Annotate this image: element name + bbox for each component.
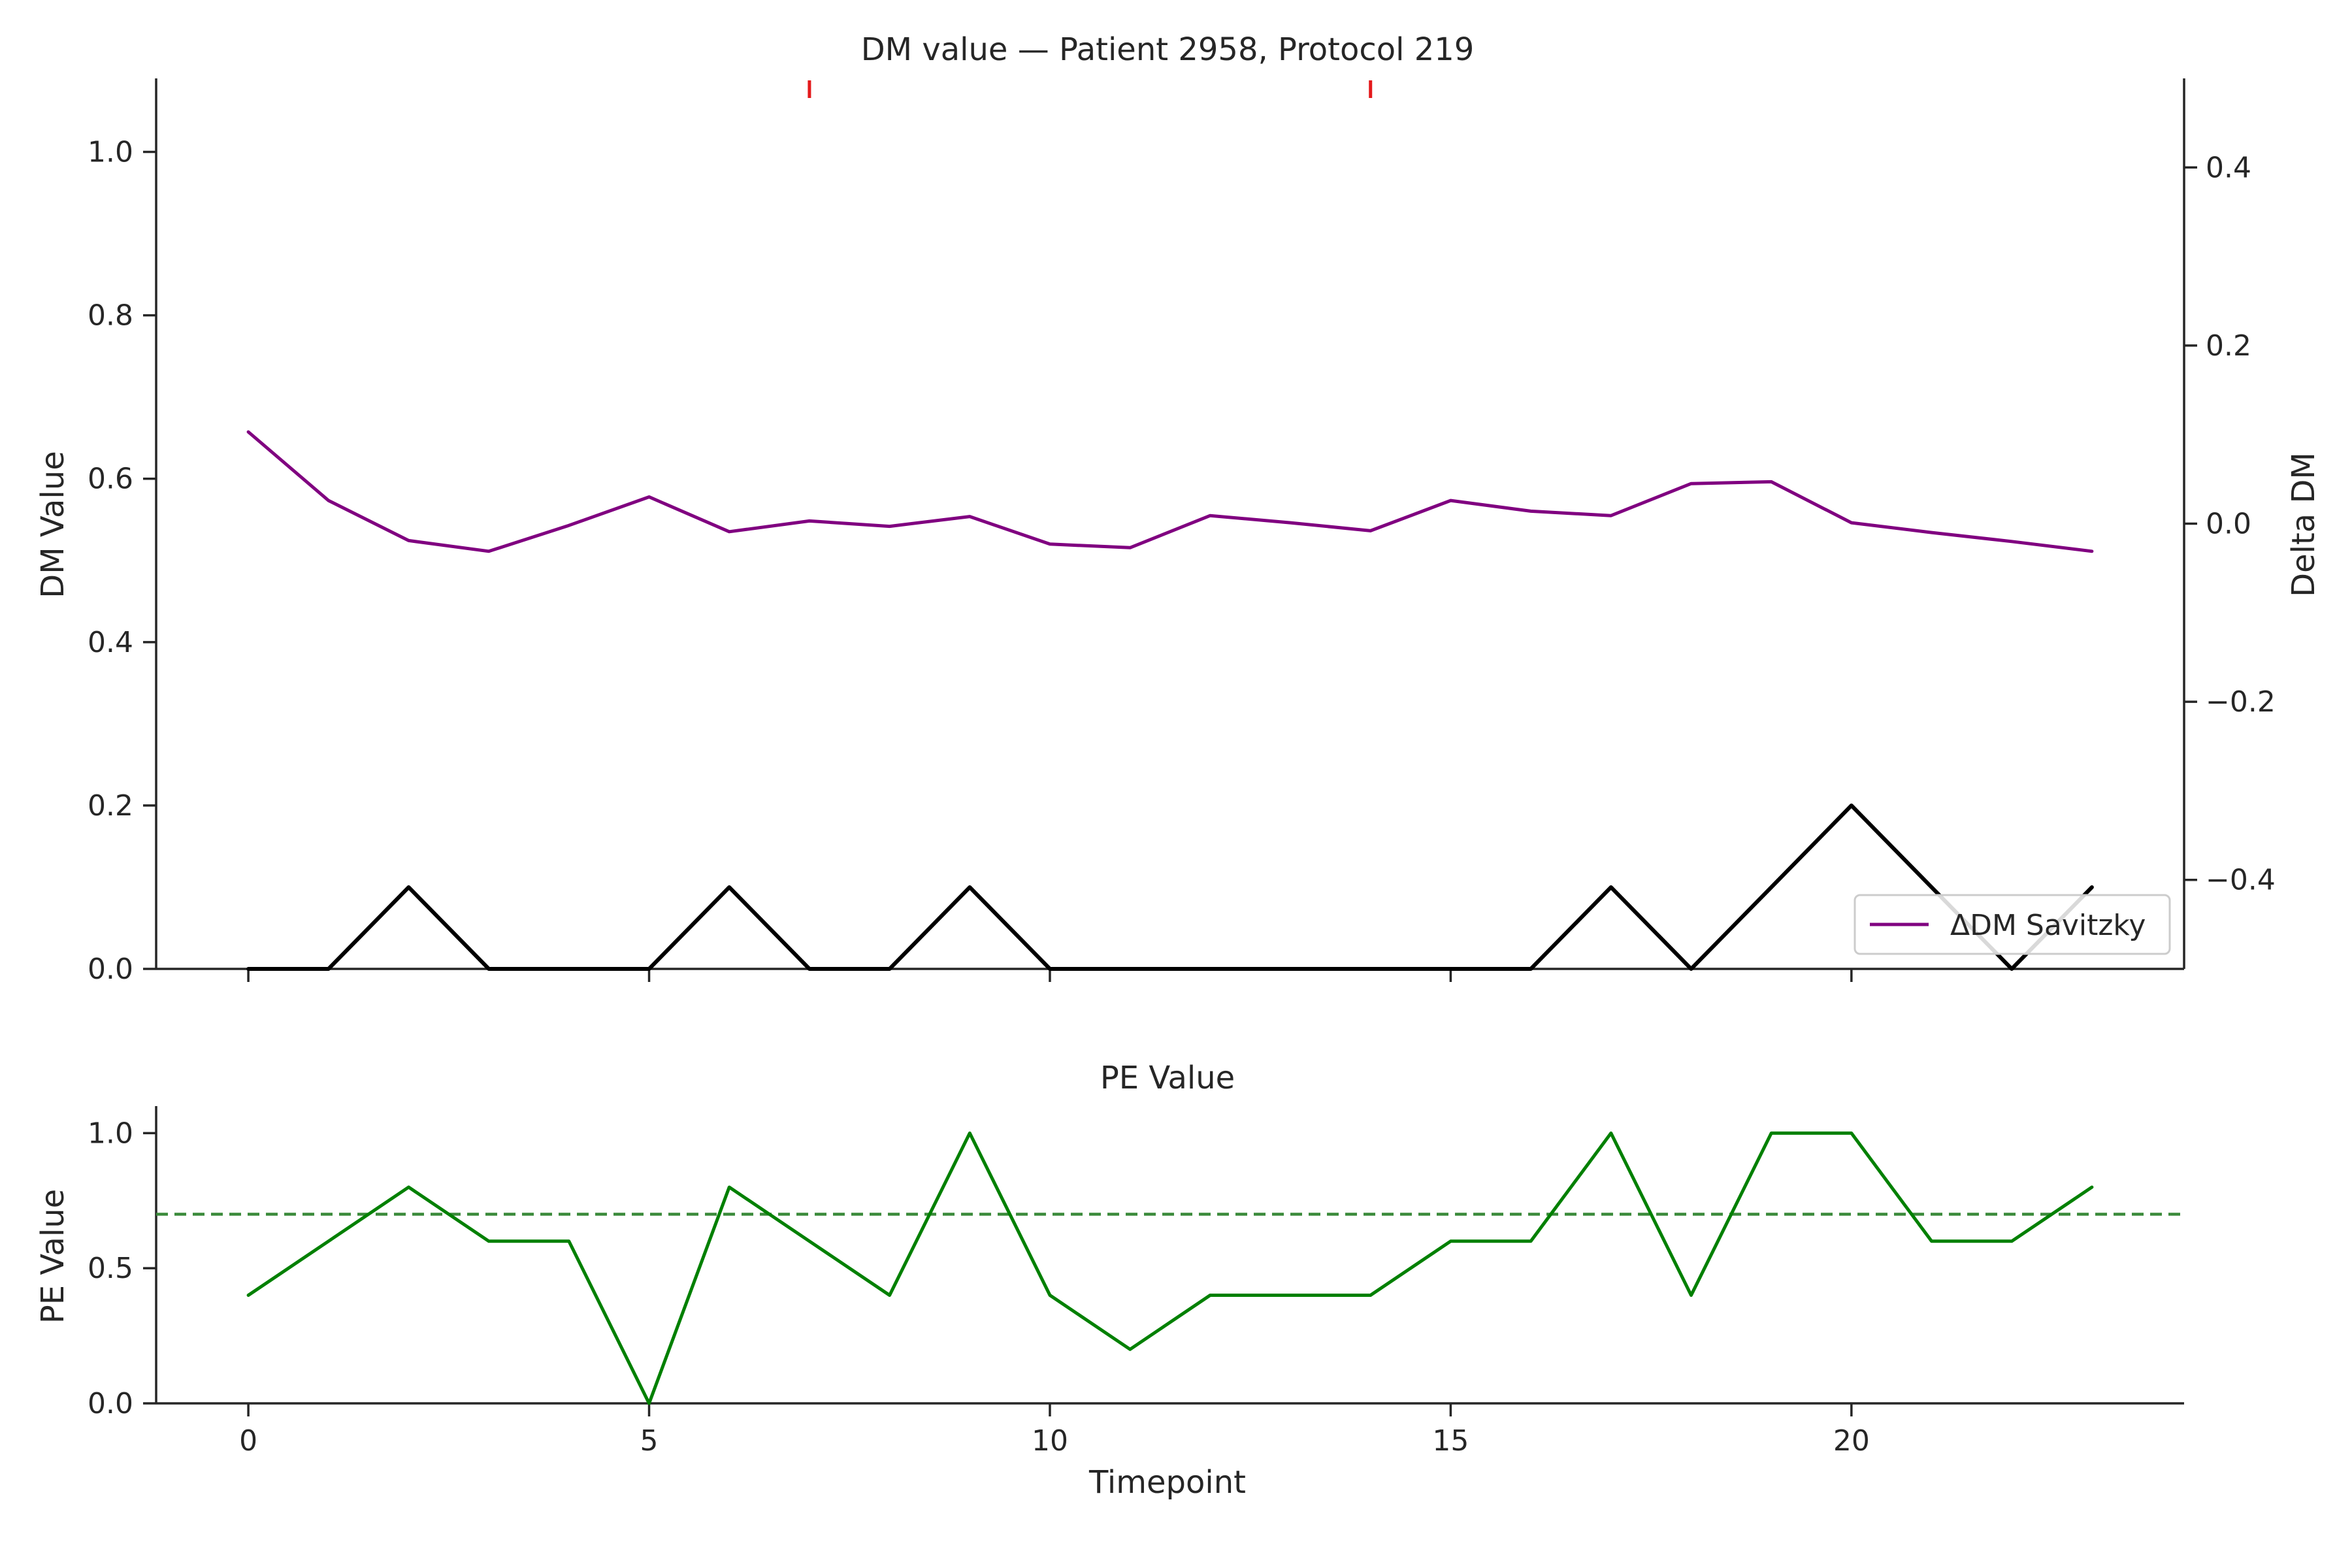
- pe-y-tick-label: 0.0: [88, 1387, 133, 1420]
- dm-y-tick-label: 0.6: [88, 463, 133, 496]
- pe-x-tick-label: 5: [640, 1424, 659, 1458]
- pe-x-tick-label: 0: [239, 1424, 257, 1458]
- pe-value-line: [246, 1131, 2094, 1405]
- dm-y-tick-label: 1.0: [88, 136, 133, 169]
- legend-label-delta-dm: ΔDM Savitzky: [1950, 909, 2146, 942]
- dm-y-axis-label: DM Value: [35, 451, 71, 598]
- pe-y-tick-label: 1.0: [88, 1117, 133, 1150]
- pe-y-tick-label: 0.5: [88, 1252, 133, 1285]
- legend: ΔDM Savitzky: [1854, 894, 2171, 955]
- pe-x-tick-label: 20: [1833, 1424, 1870, 1458]
- dm-y-tick-label: 0.4: [88, 626, 133, 659]
- delta-dm-y-tick-label: 0.2: [2206, 329, 2251, 363]
- dm-panel-title: DM value — Patient 2958, Protocol 219: [861, 31, 1475, 68]
- dm-y-tick-label: 0.0: [88, 953, 133, 986]
- pe-panel: PE Value PE Value Timepoint 0.0 0.5 1.0 0 5 1…: [35, 1060, 2184, 1501]
- pe-x-tick-label: 15: [1432, 1424, 1469, 1458]
- dm-panel: DM value — Patient 2958, Protocol 219 DM…: [35, 31, 2322, 986]
- dm-plot-area: 0.0 0.2 0.4 0.6 0.8 1.0 −0.4 −0.2 0.0 0.2 0.4: [88, 78, 2276, 986]
- dm-y-tick-label: 0.8: [88, 299, 133, 333]
- delta-dm-y-tick-label: 0.4: [2206, 151, 2251, 184]
- pe-panel-title: PE Value: [1100, 1060, 1235, 1096]
- legend-frame: [1854, 894, 2171, 955]
- delta-dm-y-tick-label: 0.0: [2206, 508, 2251, 541]
- delta-dm-savitzky-line: [246, 430, 2094, 553]
- delta-dm-y-axis-label: Delta DM: [2285, 452, 2322, 597]
- pe-y-axis-label: PE Value: [35, 1189, 71, 1324]
- delta-dm-y-tick-label: −0.4: [2206, 864, 2276, 897]
- dm-y-tick-label: 0.2: [88, 789, 133, 823]
- dm-value-line: [246, 803, 2094, 971]
- x-axis-label: Timepoint: [1088, 1464, 1246, 1501]
- delta-dm-y-tick-label: −0.2: [2206, 685, 2276, 719]
- pe-x-tick-label: 10: [1032, 1424, 1068, 1458]
- pe-plot-area: 0.0 0.5 1.0 0 5 10 15 20: [88, 1106, 2184, 1458]
